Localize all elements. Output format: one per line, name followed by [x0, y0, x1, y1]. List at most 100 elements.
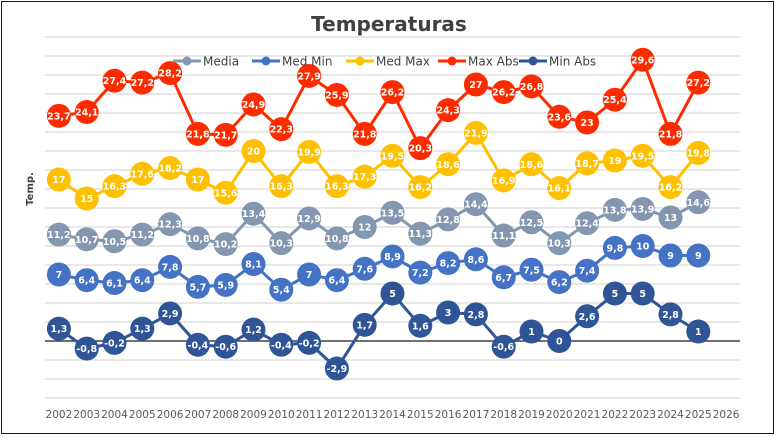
data-point[interactable]	[658, 243, 683, 268]
data-point[interactable]	[297, 206, 322, 231]
data-point[interactable]	[213, 180, 238, 205]
data-point[interactable]	[324, 226, 349, 251]
data-point[interactable]	[352, 121, 377, 146]
data-point[interactable]	[630, 281, 655, 306]
data-point[interactable]	[380, 143, 405, 168]
data-point[interactable]	[297, 63, 322, 88]
data-point[interactable]	[269, 174, 294, 199]
data-point[interactable]	[130, 268, 155, 293]
data-point[interactable]	[269, 332, 294, 357]
data-point[interactable]	[241, 201, 266, 226]
data-point[interactable]	[241, 139, 266, 163]
data-point[interactable]	[686, 190, 711, 215]
data-point[interactable]	[74, 186, 99, 211]
legend-item[interactable]: Min Abs	[519, 55, 596, 69]
legend-item[interactable]: Med Max	[346, 55, 430, 69]
data-point[interactable]	[658, 121, 683, 146]
data-point[interactable]	[519, 319, 544, 344]
data-point[interactable]	[575, 151, 600, 176]
data-point[interactable]	[185, 274, 210, 299]
data-point[interactable]	[658, 205, 683, 230]
data-point[interactable]	[46, 167, 71, 192]
data-point[interactable]	[380, 200, 405, 225]
data-point[interactable]	[408, 260, 433, 285]
data-point[interactable]	[491, 334, 516, 359]
data-point[interactable]	[74, 100, 99, 125]
legend-item[interactable]: Media	[173, 55, 239, 69]
data-point[interactable]	[130, 222, 155, 247]
data-point[interactable]	[324, 356, 349, 381]
data-point[interactable]	[686, 319, 711, 344]
data-point[interactable]	[130, 161, 155, 186]
data-point[interactable]	[352, 312, 377, 337]
data-point[interactable]	[686, 140, 711, 165]
data-point[interactable]	[241, 252, 266, 277]
data-point[interactable]	[185, 332, 210, 357]
data-point[interactable]	[352, 215, 377, 239]
data-point[interactable]	[102, 271, 127, 296]
data-point[interactable]	[269, 117, 294, 142]
data-point[interactable]	[519, 210, 544, 235]
data-point[interactable]	[74, 336, 99, 361]
data-point[interactable]	[463, 302, 488, 327]
data-point[interactable]	[380, 244, 405, 269]
data-point[interactable]	[547, 231, 572, 256]
data-point[interactable]	[241, 317, 266, 342]
data-point[interactable]	[380, 80, 405, 105]
data-point[interactable]	[324, 268, 349, 293]
data-point[interactable]	[102, 330, 127, 355]
data-point[interactable]	[602, 197, 627, 222]
data-point[interactable]	[436, 251, 461, 276]
data-point[interactable]	[519, 74, 544, 99]
data-point[interactable]	[380, 281, 405, 306]
data-point[interactable]	[630, 234, 655, 258]
data-point[interactable]	[185, 226, 210, 251]
data-point[interactable]	[324, 174, 349, 199]
data-point[interactable]	[658, 302, 683, 327]
data-point[interactable]	[102, 68, 127, 93]
data-point[interactable]	[463, 192, 488, 217]
data-point[interactable]	[408, 221, 433, 246]
data-point[interactable]	[213, 232, 238, 257]
data-point[interactable]	[297, 330, 322, 355]
data-point[interactable]	[658, 175, 683, 200]
data-point[interactable]	[408, 313, 433, 338]
data-point[interactable]	[185, 121, 210, 146]
data-point[interactable]	[491, 265, 516, 290]
data-point[interactable]	[463, 72, 488, 97]
data-point[interactable]	[102, 229, 127, 254]
data-point[interactable]	[352, 164, 377, 189]
data-point[interactable]	[491, 223, 516, 248]
data-point[interactable]	[463, 247, 488, 272]
data-point[interactable]	[436, 207, 461, 232]
data-point[interactable]	[408, 175, 433, 200]
data-point[interactable]	[158, 212, 183, 237]
data-point[interactable]	[491, 80, 516, 105]
data-point[interactable]	[46, 103, 71, 128]
data-point[interactable]	[213, 334, 238, 359]
data-point[interactable]	[74, 268, 99, 293]
data-point[interactable]	[686, 70, 711, 95]
data-point[interactable]	[158, 301, 183, 326]
data-point[interactable]	[158, 156, 183, 181]
data-point[interactable]	[686, 243, 711, 268]
data-point[interactable]	[575, 258, 600, 283]
data-point[interactable]	[102, 174, 127, 199]
data-point[interactable]	[46, 222, 71, 247]
data-point[interactable]	[269, 231, 294, 256]
data-point[interactable]	[575, 110, 600, 135]
data-point[interactable]	[297, 139, 322, 164]
data-point[interactable]	[158, 254, 183, 279]
data-point[interactable]	[519, 257, 544, 282]
data-point[interactable]	[630, 196, 655, 221]
data-point[interactable]	[241, 92, 266, 117]
data-point[interactable]	[213, 272, 238, 297]
data-point[interactable]	[269, 277, 294, 302]
data-point[interactable]	[297, 262, 322, 287]
data-point[interactable]	[158, 61, 183, 86]
data-point[interactable]	[213, 122, 238, 147]
legend-item[interactable]: Med Min	[252, 55, 332, 69]
data-point[interactable]	[46, 316, 71, 341]
data-point[interactable]	[630, 47, 655, 72]
data-point[interactable]	[547, 176, 572, 201]
